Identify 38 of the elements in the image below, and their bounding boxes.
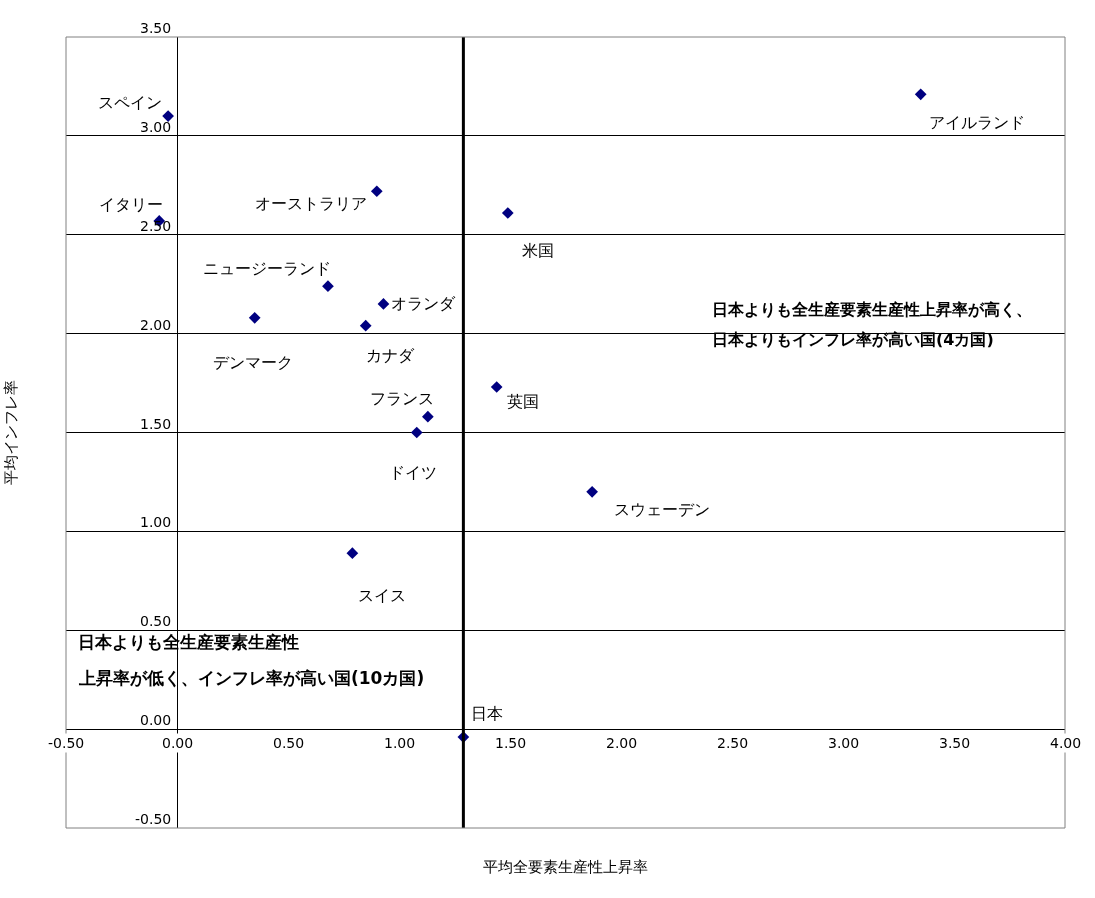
annotation: 英国: [507, 392, 539, 411]
y-tick-label: 3.00: [140, 119, 172, 135]
y-axis-title: 平均インフレ率: [1, 379, 20, 485]
x-axis-title: 平均全要素生産性上昇率: [483, 858, 648, 876]
annotation: 米国: [522, 241, 554, 260]
x-tick-label: -0.50: [48, 735, 85, 751]
x-tick-label: 0.50: [273, 735, 305, 751]
annotation: 上昇率が低く、インフレ率が高い国(10カ国): [78, 668, 425, 688]
annotation: デンマーク: [213, 353, 293, 372]
annotation: 日本よりも全生産要素生産性上昇率が高く、: [712, 300, 1032, 319]
x-tick-label: 3.50: [939, 735, 971, 751]
y-tick-label: 3.50: [140, 20, 172, 36]
annotation: イタリー: [99, 195, 163, 214]
annotation: フランス: [370, 389, 434, 408]
x-tick-label: 4.00: [1050, 735, 1082, 751]
annotation: スウェーデン: [614, 500, 710, 519]
annotation: オランダ: [391, 294, 456, 313]
annotation: ニュージーランド: [203, 259, 331, 278]
y-tick-label: 1.50: [140, 416, 172, 432]
y-tick-label: 0.50: [140, 613, 172, 629]
x-tick-label: 0.00: [162, 735, 194, 751]
x-tick-label: 3.00: [828, 735, 860, 751]
y-tick-label: 0.00: [140, 712, 172, 728]
annotation: カナダ: [366, 346, 415, 365]
annotation: オーストラリア: [255, 194, 367, 213]
annotation: スイス: [358, 586, 406, 605]
annotation: スペイン: [98, 93, 162, 112]
x-tick-label: 2.00: [606, 735, 638, 751]
x-tick-label: 2.50: [717, 735, 749, 751]
x-tick-label: 1.50: [495, 735, 527, 751]
annotation: ドイツ: [389, 463, 437, 482]
annotation: 日本: [471, 704, 503, 723]
annotation: アイルランド: [929, 113, 1025, 132]
y-tick-label: 2.00: [140, 317, 172, 333]
y-tick-label: 1.00: [140, 514, 172, 530]
y-tick-label: -0.50: [135, 811, 172, 827]
x-tick-label: 1.00: [384, 735, 416, 751]
y-tick-label: 2.50: [140, 218, 172, 234]
